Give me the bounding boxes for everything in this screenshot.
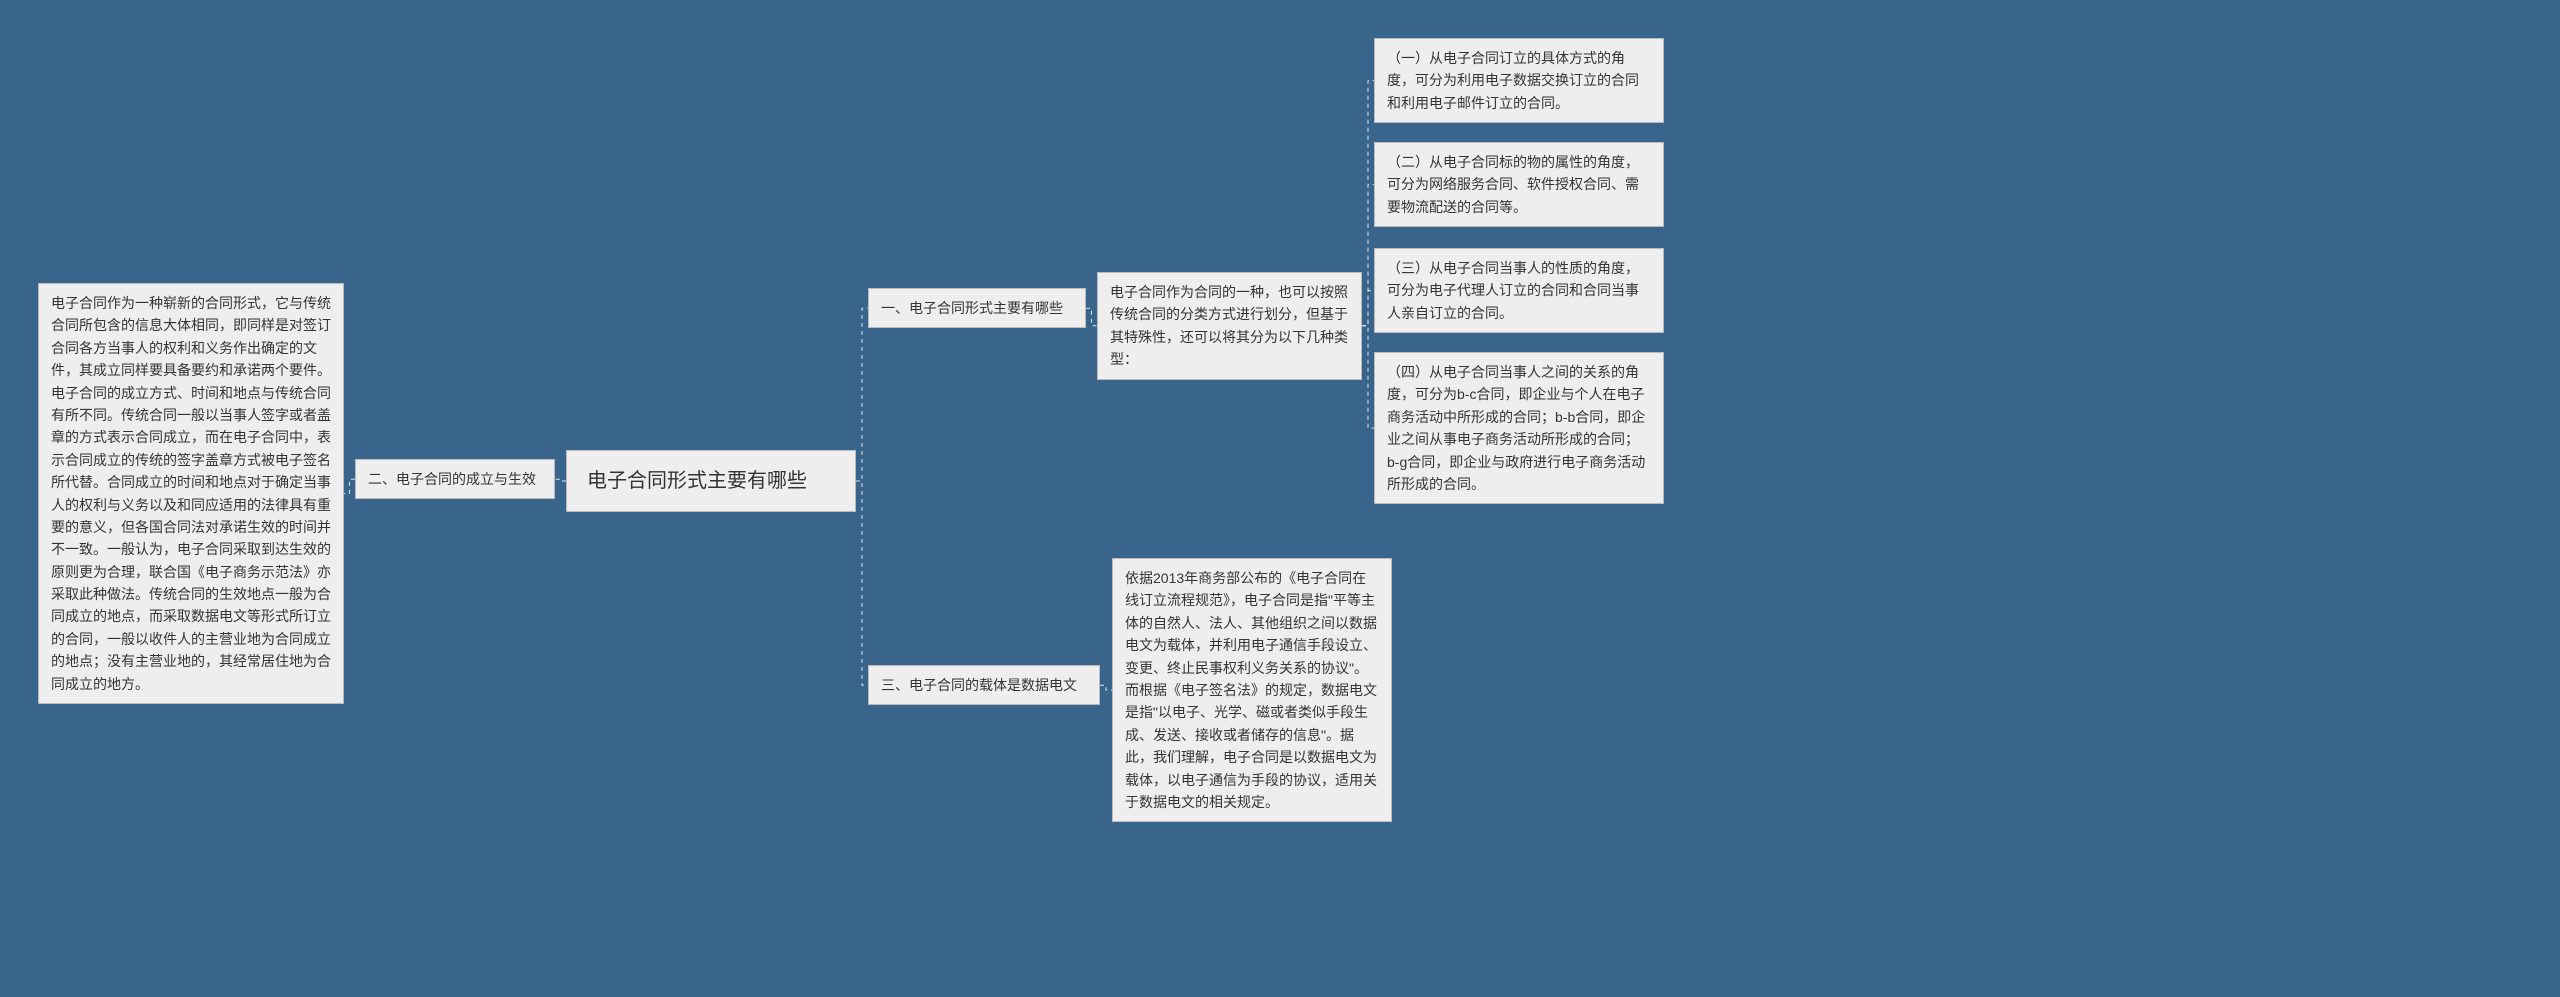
connector: [856, 481, 868, 685]
node-b1: 一、电子合同形式主要有哪些: [868, 288, 1086, 328]
connector: [1362, 326, 1374, 428]
connector: [856, 308, 868, 481]
node-b3: 三、电子合同的载体是数据电文: [868, 665, 1100, 705]
connector: [344, 479, 355, 493]
connector: [1086, 308, 1097, 326]
node-b1_l1: （一）从电子合同订立的具体方式的角度，可分为利用电子数据交换订立的合同和利用电子…: [1374, 38, 1664, 123]
node-b2_leaf: 电子合同作为一种崭新的合同形式，它与传统合同所包含的信息大体相同，即同样是对签订…: [38, 283, 344, 704]
connector: [555, 479, 566, 481]
node-b1_l4: （四）从电子合同当事人之间的关系的角度，可分为b-c合同，即企业与个人在电子商务…: [1374, 352, 1664, 504]
node-b2: 二、电子合同的成立与生效: [355, 459, 555, 499]
mindmap-canvas: 电子合同形式主要有哪些二、电子合同的成立与生效电子合同作为一种崭新的合同形式，它…: [0, 0, 2560, 997]
node-b1_l3: （三）从电子合同当事人的性质的角度，可分为电子代理人订立的合同和合同当事人亲自订…: [1374, 248, 1664, 333]
root-node: 电子合同形式主要有哪些: [566, 450, 856, 512]
node-b3_leaf: 依据2013年商务部公布的《电子合同在线订立流程规范》，电子合同是指"平等主体的…: [1112, 558, 1392, 822]
node-b1_intro: 电子合同作为合同的一种，也可以按照传统合同的分类方式进行划分，但基于其特殊性，还…: [1097, 272, 1362, 380]
node-b1_l2: （二）从电子合同标的物的属性的角度，可分为网络服务合同、软件授权合同、需要物流配…: [1374, 142, 1664, 227]
connector: [1362, 291, 1374, 326]
connector: [1100, 685, 1112, 690]
